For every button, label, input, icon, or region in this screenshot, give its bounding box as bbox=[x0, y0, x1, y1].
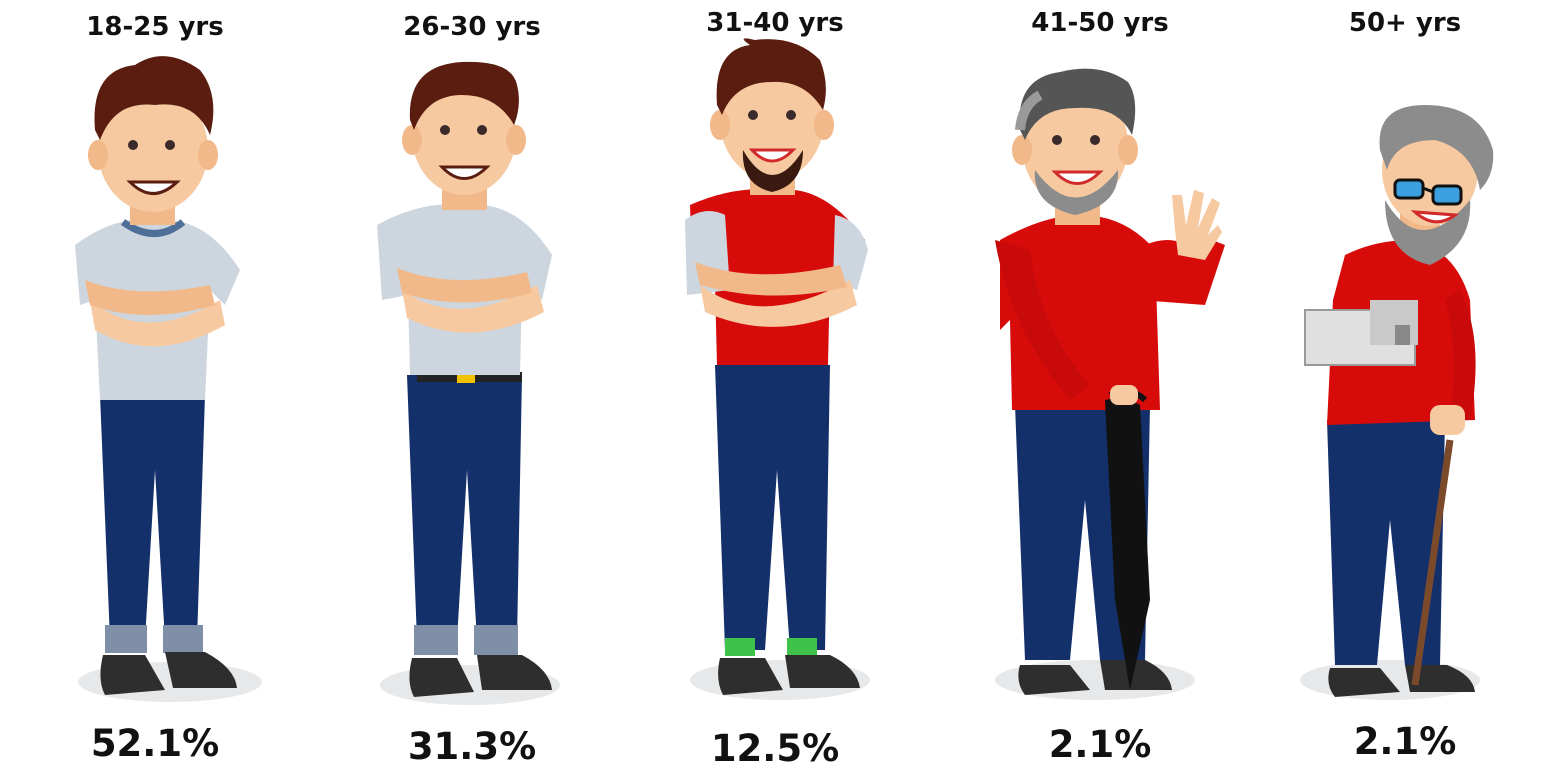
age-group-50-plus: 50+ yrs 2.1% bbox=[1255, 0, 1555, 780]
percentage-value: 31.3% bbox=[407, 725, 537, 768]
age-group-41-50: 41-50 yrs 2.1% bbox=[950, 0, 1250, 780]
bearded-man-illustration bbox=[685, 38, 870, 700]
man-illustration bbox=[377, 61, 560, 705]
age-label: 26-30 yrs bbox=[403, 12, 541, 42]
age-label: 18-25 yrs bbox=[86, 12, 224, 42]
age-label: 50+ yrs bbox=[1348, 8, 1462, 38]
age-group-31-40: 31-40 yrs 12.5% bbox=[625, 0, 925, 780]
percentage-value: 52.1% bbox=[90, 722, 220, 765]
percentage-value: 2.1% bbox=[1048, 723, 1152, 766]
percentage-value: 12.5% bbox=[710, 727, 840, 770]
middle-aged-man-illustration bbox=[995, 68, 1225, 700]
age-group-18-25: 18-25 yrs 52.1% bbox=[5, 0, 305, 780]
percentage-value: 2.1% bbox=[1353, 720, 1457, 763]
elderly-man-illustration bbox=[1300, 105, 1494, 700]
age-label: 31-40 yrs bbox=[706, 8, 844, 38]
age-group-26-30: 26-30 yrs 31.3% bbox=[322, 0, 622, 780]
young-man-illustration bbox=[75, 56, 262, 702]
age-label: 41-50 yrs bbox=[1031, 8, 1169, 38]
